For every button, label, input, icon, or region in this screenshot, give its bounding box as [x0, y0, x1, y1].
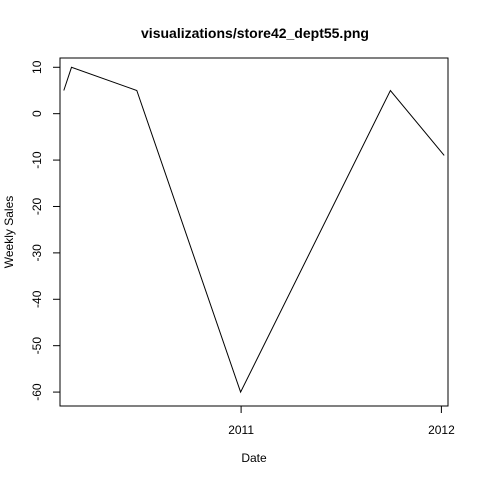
y-tick-label: -60: [30, 383, 44, 401]
x-tick-label: 2011: [228, 423, 254, 437]
series-line: [63, 66, 445, 394]
y-tick-label: -30: [30, 244, 44, 262]
data-point: [62, 89, 65, 92]
x-tick-label: 2012: [428, 423, 455, 437]
x-axis-label: Date: [241, 451, 267, 465]
data-point: [443, 154, 446, 157]
series-layer: [62, 66, 446, 394]
y-axis-label: Weekly Sales: [2, 196, 16, 268]
y-tick-label: 10: [30, 60, 44, 74]
data-point: [239, 391, 242, 394]
x-axis: 2011 2012: [228, 405, 455, 437]
data-point: [135, 89, 138, 92]
y-tick-label: -50: [30, 337, 44, 355]
y-tick-label: 0: [30, 110, 44, 117]
y-tick-label: -10: [30, 151, 44, 169]
chart-title: visualizations/store42_dept55.png: [141, 25, 369, 41]
y-tick-label: -40: [30, 290, 44, 308]
y-tick-label: -20: [30, 197, 44, 215]
plot-frame: [59, 57, 449, 407]
data-point: [389, 89, 392, 92]
y-axis: 10 0 -10 -20 -30 -40 -50 -60: [30, 60, 61, 401]
data-point: [70, 66, 73, 69]
